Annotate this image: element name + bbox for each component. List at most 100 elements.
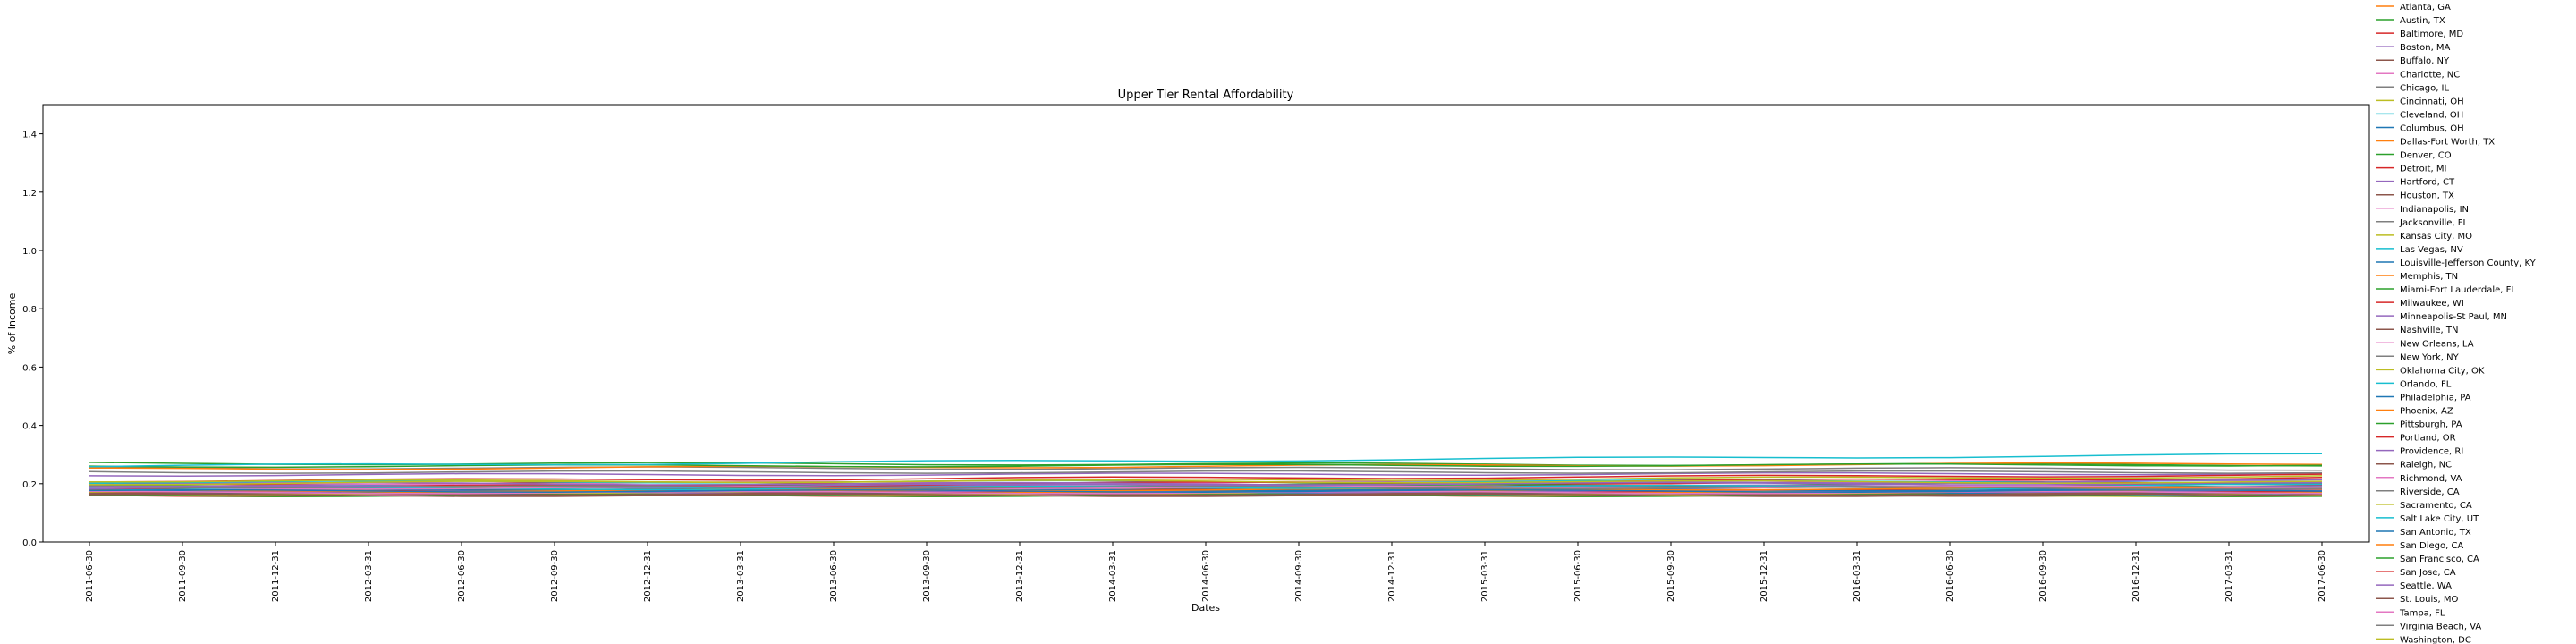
legend-entry: Baltimore, MD bbox=[2400, 30, 2463, 39]
legend-entry: Louisville-Jefferson County, KY bbox=[2400, 258, 2537, 268]
y-tick-label: 1.2 bbox=[22, 189, 37, 199]
x-tick-label: 2017-03-31 bbox=[2224, 550, 2234, 602]
x-tick-label: 2016-06-30 bbox=[1945, 550, 1955, 602]
x-axis-label: Dates bbox=[1191, 602, 1220, 614]
legend-entry: Indianapolis, IN bbox=[2400, 205, 2469, 215]
x-tick-label: 2016-09-30 bbox=[2038, 550, 2048, 602]
y-tick-label: 0.8 bbox=[22, 305, 37, 315]
series-line bbox=[89, 477, 2323, 490]
series-line bbox=[89, 481, 2323, 486]
x-tick-label: 2012-12-31 bbox=[643, 550, 653, 602]
x-tick-label: 2014-03-31 bbox=[1108, 550, 1118, 602]
y-tick-label: 1.4 bbox=[22, 131, 37, 140]
legend-entry: Buffalo, NY bbox=[2400, 56, 2450, 66]
legend-entry: Milwaukee, WI bbox=[2400, 299, 2464, 309]
y-axis: 0.0 0.2 0.4 0.6 0.8 1.0 1.2 1.4 bbox=[22, 131, 43, 548]
legend-entry: New York, NY bbox=[2400, 352, 2460, 362]
legend-entry: Jacksonville, FL bbox=[2399, 218, 2469, 228]
legend-entry: Dallas-Fort Worth, TX bbox=[2400, 138, 2495, 148]
chart-title: Upper Tier Rental Affordability bbox=[1118, 89, 1294, 102]
legend-entry: Miami-Fort Lauderdale, FL bbox=[2400, 285, 2516, 295]
y-tick-label: 0.0 bbox=[22, 538, 37, 548]
series-line bbox=[89, 473, 2323, 483]
legend-entry: Philadelphia, PA bbox=[2400, 393, 2471, 402]
y-axis-label: % of Income bbox=[6, 293, 18, 355]
legend-entry: San Diego, CA bbox=[2400, 541, 2463, 551]
x-tick-label: 2013-06-30 bbox=[829, 550, 839, 602]
legend-entry: Kansas City, MO bbox=[2400, 232, 2472, 242]
series-line bbox=[89, 485, 2323, 490]
series-line bbox=[89, 453, 2323, 468]
legend-entry: Nashville, TN bbox=[2400, 326, 2459, 335]
legend-entry: Columbus, OH bbox=[2400, 123, 2464, 133]
legend-entry: Orlando, FL bbox=[2400, 379, 2452, 389]
series-line bbox=[89, 479, 2323, 486]
series-line bbox=[89, 488, 2323, 493]
legend-entry: Salt Lake City, UT bbox=[2400, 514, 2479, 524]
legend-entry: Washington, DC bbox=[2400, 635, 2471, 644]
series-line bbox=[89, 475, 2323, 486]
legend-entry: San Francisco, CA bbox=[2400, 555, 2479, 564]
x-tick-label: 2015-09-30 bbox=[1666, 550, 1676, 602]
legend-entry: Houston, TX bbox=[2400, 191, 2454, 201]
legend-entry: Hartford, CT bbox=[2400, 178, 2455, 188]
x-tick-label: 2012-09-30 bbox=[550, 550, 560, 602]
series-line bbox=[89, 470, 2323, 474]
legend-entry: Tampa, FL bbox=[2399, 608, 2445, 618]
legend-entry: Austin, TX bbox=[2400, 16, 2445, 26]
x-tick-label: 2014-12-31 bbox=[1387, 550, 1397, 602]
legend-entry: Chicago, IL bbox=[2400, 83, 2449, 93]
y-tick-label: 0.6 bbox=[22, 363, 37, 373]
x-tick-label: 2015-12-31 bbox=[1759, 550, 1769, 602]
legend-entry: Las Vegas, NV bbox=[2400, 245, 2463, 255]
x-tick-label: 2016-03-31 bbox=[1852, 550, 1862, 602]
legend-entry: Detroit, MI bbox=[2400, 165, 2446, 174]
x-tick-label: 2013-12-31 bbox=[1015, 550, 1025, 602]
legend-entry: Atlanta, GA bbox=[2400, 3, 2451, 13]
legend-entry: New Orleans, LA bbox=[2400, 339, 2474, 349]
series-line bbox=[89, 485, 2323, 490]
x-tick-label: 2012-06-30 bbox=[457, 550, 467, 602]
x-tick-label: 2013-09-30 bbox=[922, 550, 932, 602]
legend-entry: Sacramento, CA bbox=[2400, 501, 2472, 511]
series-line bbox=[89, 493, 2323, 497]
legend-entry: Cincinnati, OH bbox=[2400, 97, 2464, 106]
legend-entry: Oklahoma City, OK bbox=[2400, 366, 2485, 376]
legend-entry: Charlotte, NC bbox=[2400, 70, 2460, 80]
plot-frame bbox=[42, 104, 2370, 543]
legend-entry: Cleveland, OH bbox=[2400, 110, 2463, 120]
legend-entry: San Jose, CA bbox=[2400, 568, 2456, 578]
y-tick-label: 0.2 bbox=[22, 480, 37, 490]
legend-entry: Providence, RI bbox=[2400, 447, 2463, 457]
series-layer bbox=[89, 453, 2323, 497]
legend-entry: Raleigh, NC bbox=[2400, 461, 2452, 470]
x-tick-label: 2017-06-30 bbox=[2318, 550, 2327, 602]
legend-entry: Richmond, VA bbox=[2400, 474, 2462, 484]
series-line bbox=[89, 462, 2323, 469]
legend-entry: Boston, MA bbox=[2400, 43, 2451, 53]
legend: Atlanta, GA Austin, TX Baltimore, MD Boston… bbox=[2376, 3, 2537, 644]
series-line bbox=[89, 479, 2323, 485]
legend-entry: Phoenix, AZ bbox=[2400, 407, 2453, 417]
series-line bbox=[89, 466, 2323, 471]
legend-entry: Portland, OR bbox=[2400, 434, 2456, 444]
legend-entry: Riverside, CA bbox=[2400, 487, 2460, 497]
legend-entry: Pittsburgh, PA bbox=[2400, 420, 2462, 430]
legend-entry: Memphis, TN bbox=[2400, 272, 2458, 282]
x-tick-label: 2016-12-31 bbox=[2131, 550, 2141, 602]
x-tick-label: 2014-06-30 bbox=[1201, 550, 1211, 602]
x-tick-label: 2015-03-31 bbox=[1480, 550, 1490, 602]
series-line bbox=[89, 471, 2323, 478]
x-tick-label: 2013-03-31 bbox=[736, 550, 746, 602]
x-tick-label: 2012-03-31 bbox=[364, 550, 374, 602]
x-tick-label: 2011-06-30 bbox=[85, 550, 95, 602]
legend-entry: Seattle, WA bbox=[2400, 581, 2452, 591]
x-tick-label: 2015-06-30 bbox=[1573, 550, 1583, 602]
y-tick-label: 0.4 bbox=[22, 422, 37, 432]
x-tick-label: 2011-09-30 bbox=[178, 550, 188, 602]
legend-entry: San Antonio, TX bbox=[2400, 528, 2471, 538]
x-tick-label: 2011-12-31 bbox=[271, 550, 281, 602]
legend-entry: Minneapolis-St Paul, MN bbox=[2400, 312, 2507, 322]
series-line bbox=[89, 492, 2323, 496]
